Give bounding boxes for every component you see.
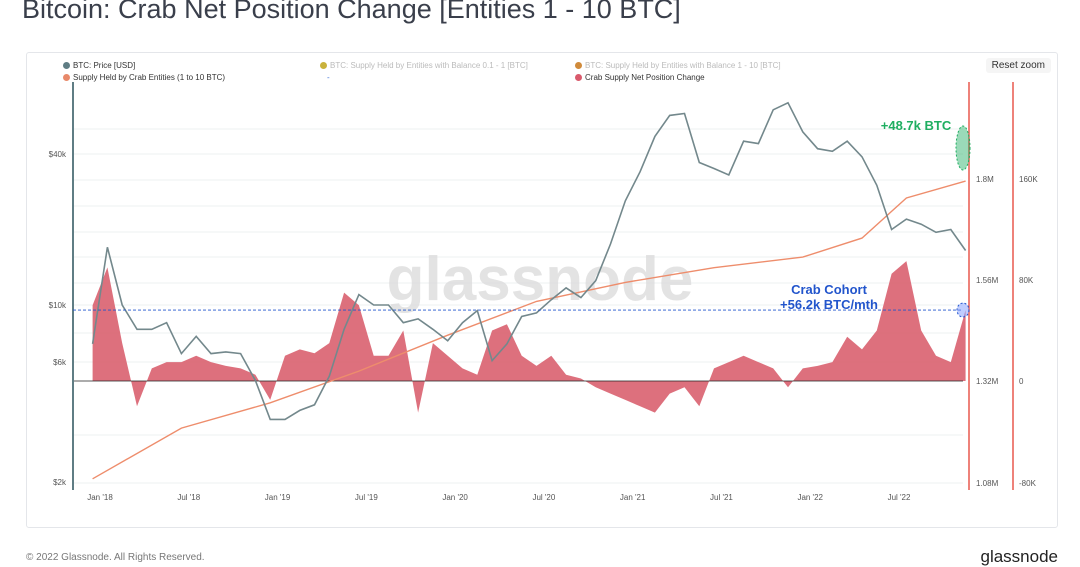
x-tick-label: Jul '21 bbox=[710, 493, 733, 502]
legend-dot-icon bbox=[63, 74, 70, 81]
net-position-area-shape bbox=[92, 261, 966, 413]
x-tick-label: Jan '18 bbox=[87, 493, 113, 502]
x-tick-label: Jul '18 bbox=[177, 493, 200, 502]
copyright: © 2022 Glassnode. All Rights Reserved. bbox=[26, 552, 205, 563]
x-tick-label: Jan '22 bbox=[797, 493, 823, 502]
legend-dot-icon bbox=[63, 62, 70, 69]
page-title: Bitcoin: Crab Net Position Change [Entit… bbox=[22, 0, 681, 24]
x-tick-label: Jan '20 bbox=[442, 493, 468, 502]
price-line bbox=[91, 101, 967, 421]
grid-lines bbox=[73, 128, 963, 484]
y-left-tick-label: $6k bbox=[53, 358, 67, 367]
y-left-tick-label: $10k bbox=[49, 301, 67, 310]
legend-label: BTC: Supply Held by Entities with Balanc… bbox=[330, 61, 528, 70]
legend-item-net-position[interactable]: Crab Supply Net Position Change bbox=[575, 73, 705, 82]
legend-label: - bbox=[327, 73, 330, 82]
green-annotation-label: +48.7k BTC bbox=[881, 118, 952, 133]
y-right2-tick-label: 80K bbox=[1019, 276, 1034, 285]
axes: $40k $10k $6k $2k 1.8M 1.56M 1.32M 1.08M 160K 80K… bbox=[49, 82, 1038, 502]
y-right1-tick-label: 1.8M bbox=[976, 175, 994, 184]
legend-item-price[interactable]: BTC: Price [USD] bbox=[63, 61, 135, 70]
y-right2-tick-label: 0 bbox=[1019, 377, 1024, 386]
blue-annotation-line1: Crab Cohort bbox=[791, 282, 868, 297]
legend-item-dash[interactable]: - bbox=[327, 73, 330, 82]
chart-frame: Reset zoom BTC: Price [USD] BTC: Supply … bbox=[26, 52, 1058, 528]
x-tick-label: Jan '21 bbox=[620, 493, 646, 502]
x-tick-label: Jan '19 bbox=[265, 493, 291, 502]
net-position-area bbox=[73, 261, 966, 413]
legend-item-crab-supply[interactable]: Supply Held by Crab Entities (1 to 10 BT… bbox=[63, 73, 225, 82]
y-right1-tick-label: 1.08M bbox=[976, 479, 999, 488]
legend-dot-icon bbox=[575, 74, 582, 81]
y-right2-tick-label: 160K bbox=[1019, 175, 1038, 184]
legend-label: Crab Supply Net Position Change bbox=[585, 73, 705, 82]
crab-supply-line bbox=[92, 180, 966, 480]
watermark: glassnode bbox=[387, 245, 694, 314]
x-tick-label: Jul '19 bbox=[355, 493, 378, 502]
y-right1-tick-label: 1.56M bbox=[976, 276, 999, 285]
blue-annotation-line2: +56.2k BTC/mth bbox=[780, 297, 878, 312]
price-series-line bbox=[91, 101, 967, 421]
y-left-tick-label: $2k bbox=[53, 478, 67, 487]
y-right2-tick-label: -80K bbox=[1019, 479, 1037, 488]
legend-item-supply-01-1[interactable]: BTC: Supply Held by Entities with Balanc… bbox=[320, 61, 528, 70]
crab-supply-series-line bbox=[92, 180, 966, 480]
legend-dot-icon bbox=[320, 62, 327, 69]
legend-dot-icon bbox=[575, 62, 582, 69]
x-tick-label: Jul '22 bbox=[888, 493, 911, 502]
legend-label: BTC: Price [USD] bbox=[73, 61, 136, 70]
legend-label: Supply Held by Crab Entities (1 to 10 BT… bbox=[73, 73, 226, 82]
y-left-tick-label: $40k bbox=[49, 150, 67, 159]
supply-change-highlight bbox=[955, 125, 971, 171]
legend-label: BTC: Supply Held by Entities with Balanc… bbox=[585, 61, 781, 70]
annotations: +48.7k BTC Crab Cohort+56.2k BTC/mth bbox=[73, 118, 971, 318]
legend-item-supply-1-10[interactable]: BTC: Supply Held by Entities with Balanc… bbox=[575, 61, 781, 70]
net-position-highlight bbox=[956, 302, 970, 318]
x-tick-label: Jul '20 bbox=[532, 493, 555, 502]
brand-logo: glassnode bbox=[980, 547, 1058, 566]
reset-zoom-button[interactable]: Reset zoom bbox=[985, 58, 1051, 73]
y-right1-tick-label: 1.32M bbox=[976, 377, 999, 386]
